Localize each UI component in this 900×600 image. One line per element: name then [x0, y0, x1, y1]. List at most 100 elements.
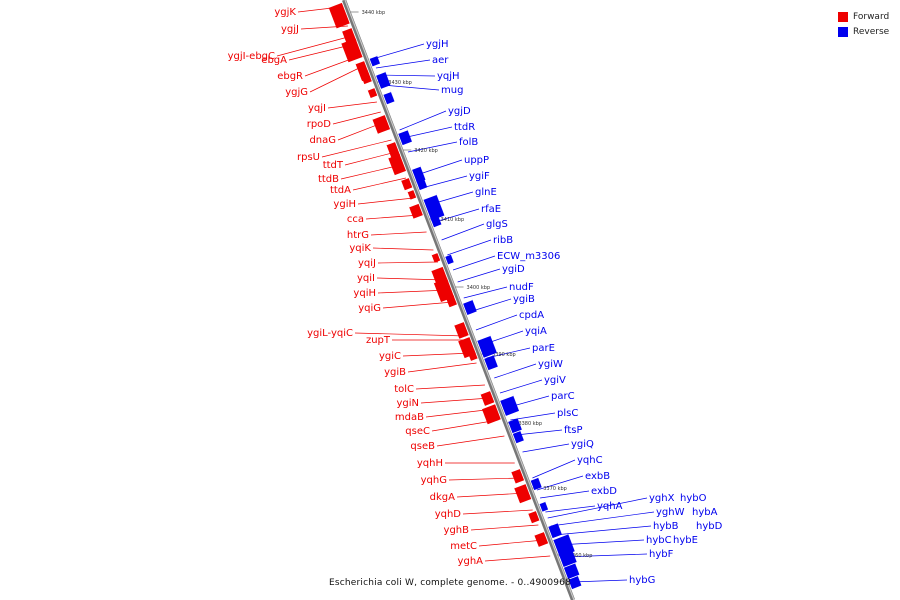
leader-line: [550, 511, 655, 527]
gene-label-yqik: yqiK: [349, 243, 371, 254]
reverse-gene-feature: [398, 127, 412, 146]
reverse-gene-feature: [445, 251, 454, 265]
gene-bevel: [406, 189, 411, 200]
gene-label-dnag: dnaG: [309, 135, 336, 146]
gene-label-nudf: nudF: [509, 282, 534, 293]
gene-bevel: [516, 415, 522, 430]
leader-line: [434, 208, 480, 223]
gene-body: [463, 300, 477, 315]
forward-gene-feature: [327, 2, 350, 29]
gene-label-dkga: dkgA: [430, 492, 455, 503]
leader-line: [456, 492, 527, 498]
gene-bevel: [527, 510, 532, 524]
gene-body: [386, 142, 401, 159]
gene-label-hybd: hybD: [696, 521, 723, 532]
tick-label: 3440 kbp: [362, 10, 386, 16]
gene-label-ygjj: ygjJ: [281, 24, 299, 35]
gene-body: [416, 177, 428, 191]
gene-bevel: [444, 294, 450, 308]
gene-label-exbd: exbD: [591, 486, 617, 497]
gene-label-ttda: ttdA: [330, 185, 351, 196]
reverse-gene-feature: [563, 560, 580, 579]
reverse-gene-feature: [463, 297, 477, 315]
gene-label-ygiw: ygiW: [538, 359, 563, 370]
forward-gene-feature: [359, 69, 372, 85]
leader-line: [447, 239, 492, 256]
gene-body: [500, 395, 520, 416]
gene-bevel: [519, 428, 524, 441]
legend: Forward Reverse: [838, 9, 889, 39]
gene-label-cca: cca: [347, 214, 364, 225]
gene-bevel: [430, 252, 435, 263]
leader-line: [365, 214, 421, 220]
gene-label-ygha: yghA: [458, 556, 484, 567]
gene-body: [409, 203, 423, 219]
forward-gene-feature: [533, 532, 549, 547]
gene-bevel: [570, 545, 577, 563]
gene-label-zupt: zupT: [366, 335, 391, 346]
gene-body: [534, 532, 549, 547]
gene-label-mdab: mdaB: [395, 412, 424, 423]
leader-line: [420, 397, 490, 404]
leader-line: [554, 525, 652, 536]
gene-label-ygib: ygiB: [384, 367, 406, 378]
reverse-gene-feature: [539, 498, 549, 512]
forward-gene-feature: [340, 38, 363, 63]
gene-label-ebgr: ebgR: [277, 71, 303, 82]
gene-label-glne: glnE: [475, 187, 497, 198]
gene-bevel: [341, 28, 348, 45]
gene-label-ygjk: ygjK: [274, 7, 296, 18]
gene-label-pare: parE: [532, 343, 555, 354]
gene-label-yqia: yqiA: [525, 326, 547, 337]
leader-line: [475, 314, 518, 331]
gene-bevel: [340, 40, 349, 63]
gene-label-yqji: yqjI: [308, 103, 326, 114]
leader-line: [375, 59, 431, 69]
gene-label-yqij: yqiJ: [358, 258, 376, 269]
reverse-gene-feature: [376, 69, 391, 89]
gene-body: [445, 295, 457, 308]
forward-gene-feature: [400, 177, 413, 191]
forward-gene-feature: [479, 391, 495, 406]
gene-bevel: [419, 163, 426, 180]
reverse-gene-feature: [548, 520, 562, 539]
gene-body: [401, 178, 413, 191]
gene-label-ygid: ygiD: [502, 264, 525, 275]
leader-line: [402, 352, 473, 357]
forward-gene-feature: [387, 154, 407, 176]
leader-line: [372, 43, 425, 60]
forward-gene-feature: [466, 348, 478, 361]
forward-gene-feature: [510, 469, 525, 484]
gene-body: [563, 563, 580, 579]
tick-label: 3380 kbp: [518, 421, 542, 427]
leader-line: [421, 175, 468, 189]
gene-bevel: [430, 268, 438, 287]
gene-bevel: [387, 155, 395, 176]
gene-bevel: [384, 69, 391, 86]
gene-body: [514, 484, 532, 504]
gene-label-ygji-ebgc: ygjI-ebgC: [228, 51, 275, 62]
gene-label-qsec: qseC: [405, 426, 430, 437]
legend-reverse-label: Reverse: [853, 26, 890, 37]
leader-line: [402, 126, 453, 139]
gene-features: [327, 2, 582, 590]
gene-bevel: [366, 87, 371, 99]
gene-label-glgs: glgS: [486, 219, 508, 230]
gene-body: [480, 391, 495, 406]
gene-label-ygjh: ygjH: [426, 39, 449, 50]
forward-gene-feature: [527, 510, 540, 524]
leader-line: [378, 74, 436, 77]
gene-bevel: [457, 338, 465, 359]
leader-line: [448, 477, 521, 481]
gene-label-ebga: ebgA: [261, 55, 287, 66]
gene-bevel: [466, 348, 472, 361]
gene-bevel: [449, 251, 454, 263]
gene-label-yghb: yghB: [444, 525, 470, 536]
gene-label-plsc: plsC: [557, 408, 578, 419]
gene-label-yghx: yghX: [649, 493, 675, 504]
gene-label-yqig: yqiG: [358, 303, 381, 314]
label-leaders: [276, 6, 655, 583]
gene-label-parc: parC: [551, 391, 575, 402]
legend-forward-label: Forward: [853, 11, 890, 22]
